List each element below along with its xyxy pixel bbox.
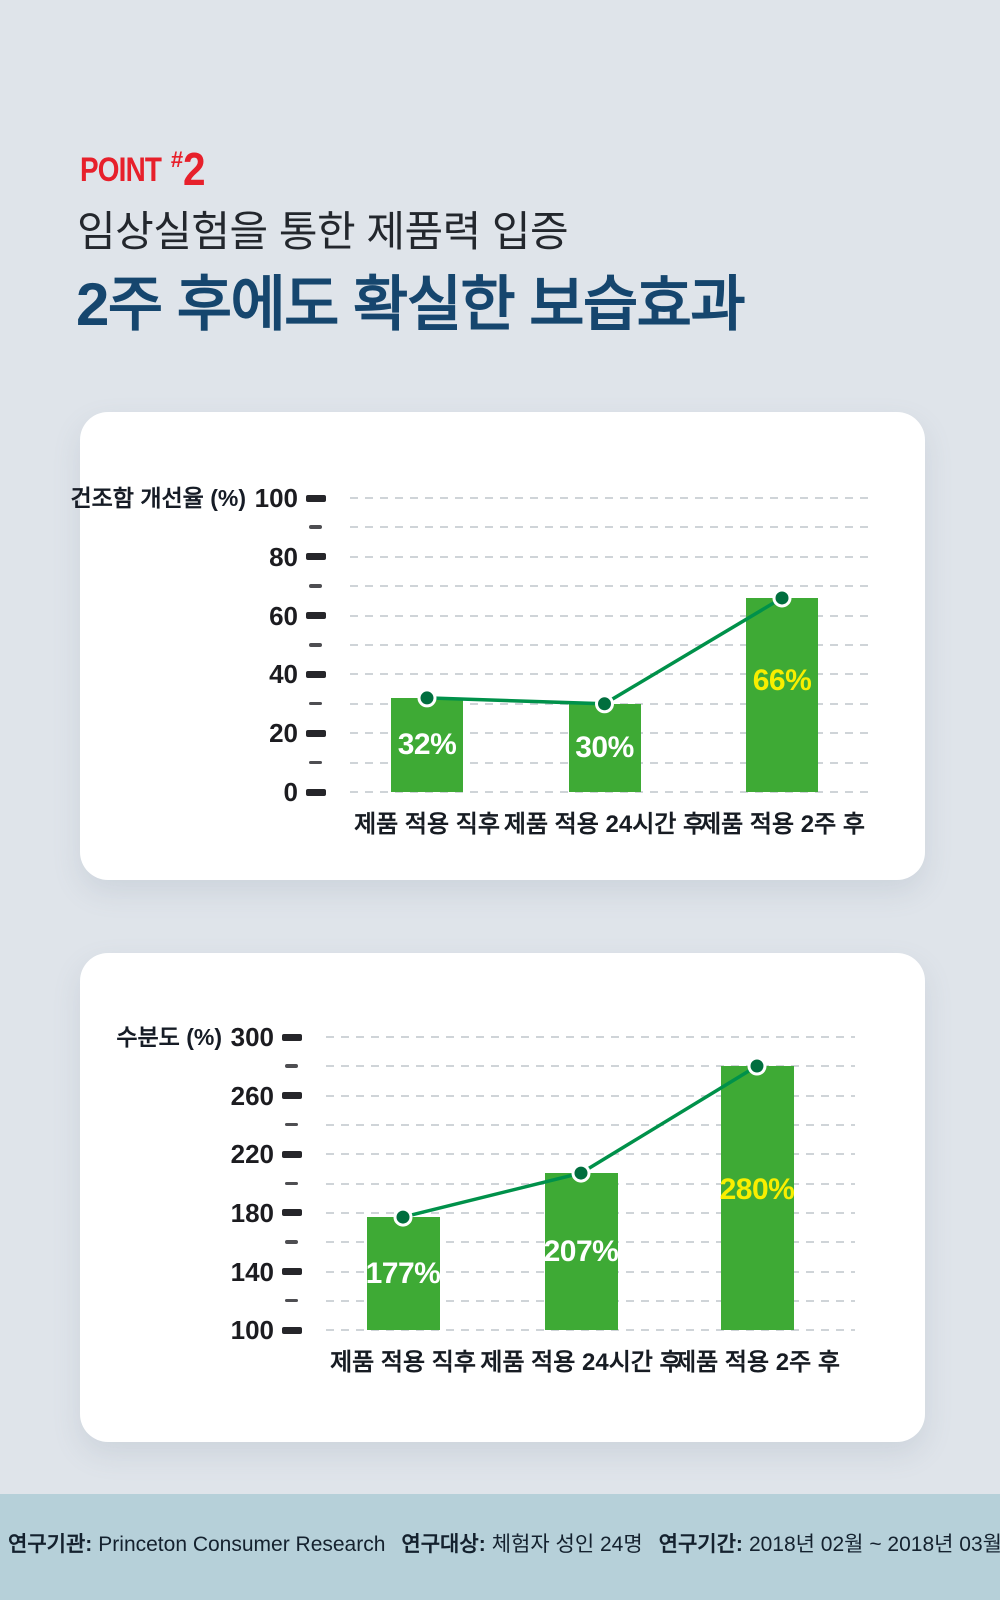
y-axis-tick-label: 20: [269, 718, 298, 749]
point-hash: #: [170, 147, 184, 172]
y-axis-tick-label: 60: [269, 600, 298, 631]
y-axis-title: 수분도 (%): [116, 1024, 222, 1050]
study-info-label: 연구대상:: [401, 1533, 486, 1556]
y-axis-minor-tick: [309, 760, 322, 765]
study-info-segment: 연구기간: 2018년 02월 ~ 2018년 03월: [659, 1533, 1000, 1556]
y-axis-title: 건조함 개선율 (%): [70, 485, 246, 511]
bar-value-label: 32%: [397, 727, 457, 761]
point-number: 2: [183, 143, 206, 195]
y-axis-minor-tick: [309, 701, 322, 706]
y-axis-major-tick: [306, 729, 326, 737]
study-info-value: 체험자 성인 24명: [491, 1533, 643, 1556]
y-axis-minor-tick: [309, 643, 322, 647]
y-gridline: [350, 555, 870, 558]
y-axis-minor-tick: [285, 1064, 298, 1068]
x-category-label: 제품 적용 2주 후: [674, 1349, 840, 1376]
chart-card-moisture-level: 300 수분도 (%) 260 220 180 140 100 177% 207% 280% 제품 …: [80, 953, 925, 1442]
y-axis-major-tick: [306, 494, 326, 502]
bar: [720, 1066, 794, 1330]
y-axis-minor-tick: [309, 525, 322, 529]
y-gridline: [326, 1153, 855, 1156]
subtitle: 임상실험을 통한 제품력 입증: [77, 208, 569, 255]
study-info-value: Princeton Consumer Research: [98, 1533, 386, 1556]
y-axis-tick-label: 40: [269, 659, 298, 690]
study-info-label: 연구기간:: [658, 1533, 743, 1556]
point-word: POINT: [80, 151, 162, 189]
trend-line: [426, 596, 783, 706]
y-gridline: [326, 1123, 855, 1126]
page-title: 2주 후에도 확실한 보습효과: [76, 271, 746, 338]
bar: [746, 597, 818, 792]
bar: [544, 1173, 618, 1330]
y-axis-major-tick: [306, 788, 326, 796]
y-axis-tick-label: 80: [269, 541, 298, 572]
y-axis-major-tick: [282, 1209, 302, 1217]
study-info: 연구기관: Princeton Consumer Research 연구대상: 체험자…: [0, 1528, 1000, 1558]
y-gridline: [350, 526, 870, 529]
x-category-label: 제품 적용 24시간 후: [503, 811, 706, 838]
y-axis-major-tick: [282, 1092, 302, 1100]
point-badge: POINT #2: [80, 142, 209, 196]
y-axis-major-tick: [282, 1150, 302, 1158]
y-axis-major-tick: [282, 1268, 302, 1276]
chart-card-dryness-improvement: 100 건조함 개선율 (%) 80 60 40 20 0 32% 30% 66% 제품 적용 직후…: [70, 412, 925, 880]
y-axis-minor-tick: [285, 1122, 298, 1127]
data-point-marker: [747, 1056, 767, 1076]
y-axis-minor-tick: [285, 1298, 298, 1303]
data-point-marker: [393, 1207, 413, 1227]
data-point-marker: [571, 1163, 591, 1183]
bar: [391, 697, 463, 792]
y-gridline: [350, 614, 870, 617]
bar-value-label: 66%: [752, 664, 812, 698]
y-axis-tick-label: 180: [230, 1197, 274, 1228]
y-axis-major-tick: [306, 553, 326, 561]
bar: [366, 1217, 440, 1330]
y-gridline: [350, 791, 870, 793]
y-gridline: [326, 1065, 855, 1068]
data-point-marker: [417, 688, 437, 708]
y-axis-major-tick: [306, 670, 326, 678]
trend-line-svg: [417, 588, 792, 714]
bar-value-label: 280%: [719, 1173, 795, 1207]
study-info-segment: 연구기관: Princeton Consumer Research: [8, 1533, 385, 1556]
trend-line: [402, 1064, 758, 1219]
y-axis-major-tick: [282, 1326, 302, 1334]
y-axis-tick-label: 140: [230, 1256, 274, 1287]
x-category-label: 제품 적용 직후: [330, 1349, 476, 1376]
y-axis-minor-tick: [285, 1240, 298, 1244]
y-axis-tick-label: 100: [230, 1315, 274, 1346]
study-info-segment: 연구대상: 체험자 성인 24명: [401, 1533, 642, 1556]
y-gridline: [350, 673, 870, 676]
y-gridline: [350, 497, 870, 499]
trend-line-svg: [393, 1056, 767, 1227]
data-point-marker: [595, 694, 614, 714]
y-gridline: [326, 1329, 855, 1332]
study-info-value: 2018년 02월 ~ 2018년 03월: [748, 1533, 1000, 1556]
y-axis-minor-tick: [309, 584, 322, 588]
y-gridline: [350, 644, 870, 646]
bar: [568, 703, 641, 792]
y-axis-minor-tick: [285, 1181, 298, 1186]
y-axis-major-tick: [306, 612, 326, 620]
y-axis-major-tick: [282, 1033, 302, 1041]
y-axis-tick-label: 220: [230, 1139, 274, 1170]
y-axis-tick-label: 100: [254, 483, 298, 513]
x-category-label: 제품 적용 2주 후: [699, 811, 865, 838]
y-gridline: [326, 1036, 855, 1038]
bar-value-label: 30%: [575, 730, 634, 764]
y-axis-tick-label: 300: [230, 1022, 274, 1052]
study-info-label: 연구기관:: [8, 1533, 93, 1556]
y-gridline: [326, 1094, 855, 1097]
y-axis-tick-label: 0: [283, 777, 298, 807]
x-category-label: 제품 적용 24시간 후: [480, 1349, 682, 1376]
bar-value-label: 207%: [543, 1234, 619, 1268]
data-point-marker: [772, 588, 792, 608]
y-axis-tick-label: 260: [230, 1080, 274, 1111]
bar-value-label: 177%: [365, 1256, 441, 1290]
footer-band: 연구기관: Princeton Consumer Research 연구대상: 체험자…: [0, 1494, 1000, 1600]
x-category-label: 제품 적용 직후: [354, 811, 500, 838]
y-gridline: [350, 585, 870, 588]
